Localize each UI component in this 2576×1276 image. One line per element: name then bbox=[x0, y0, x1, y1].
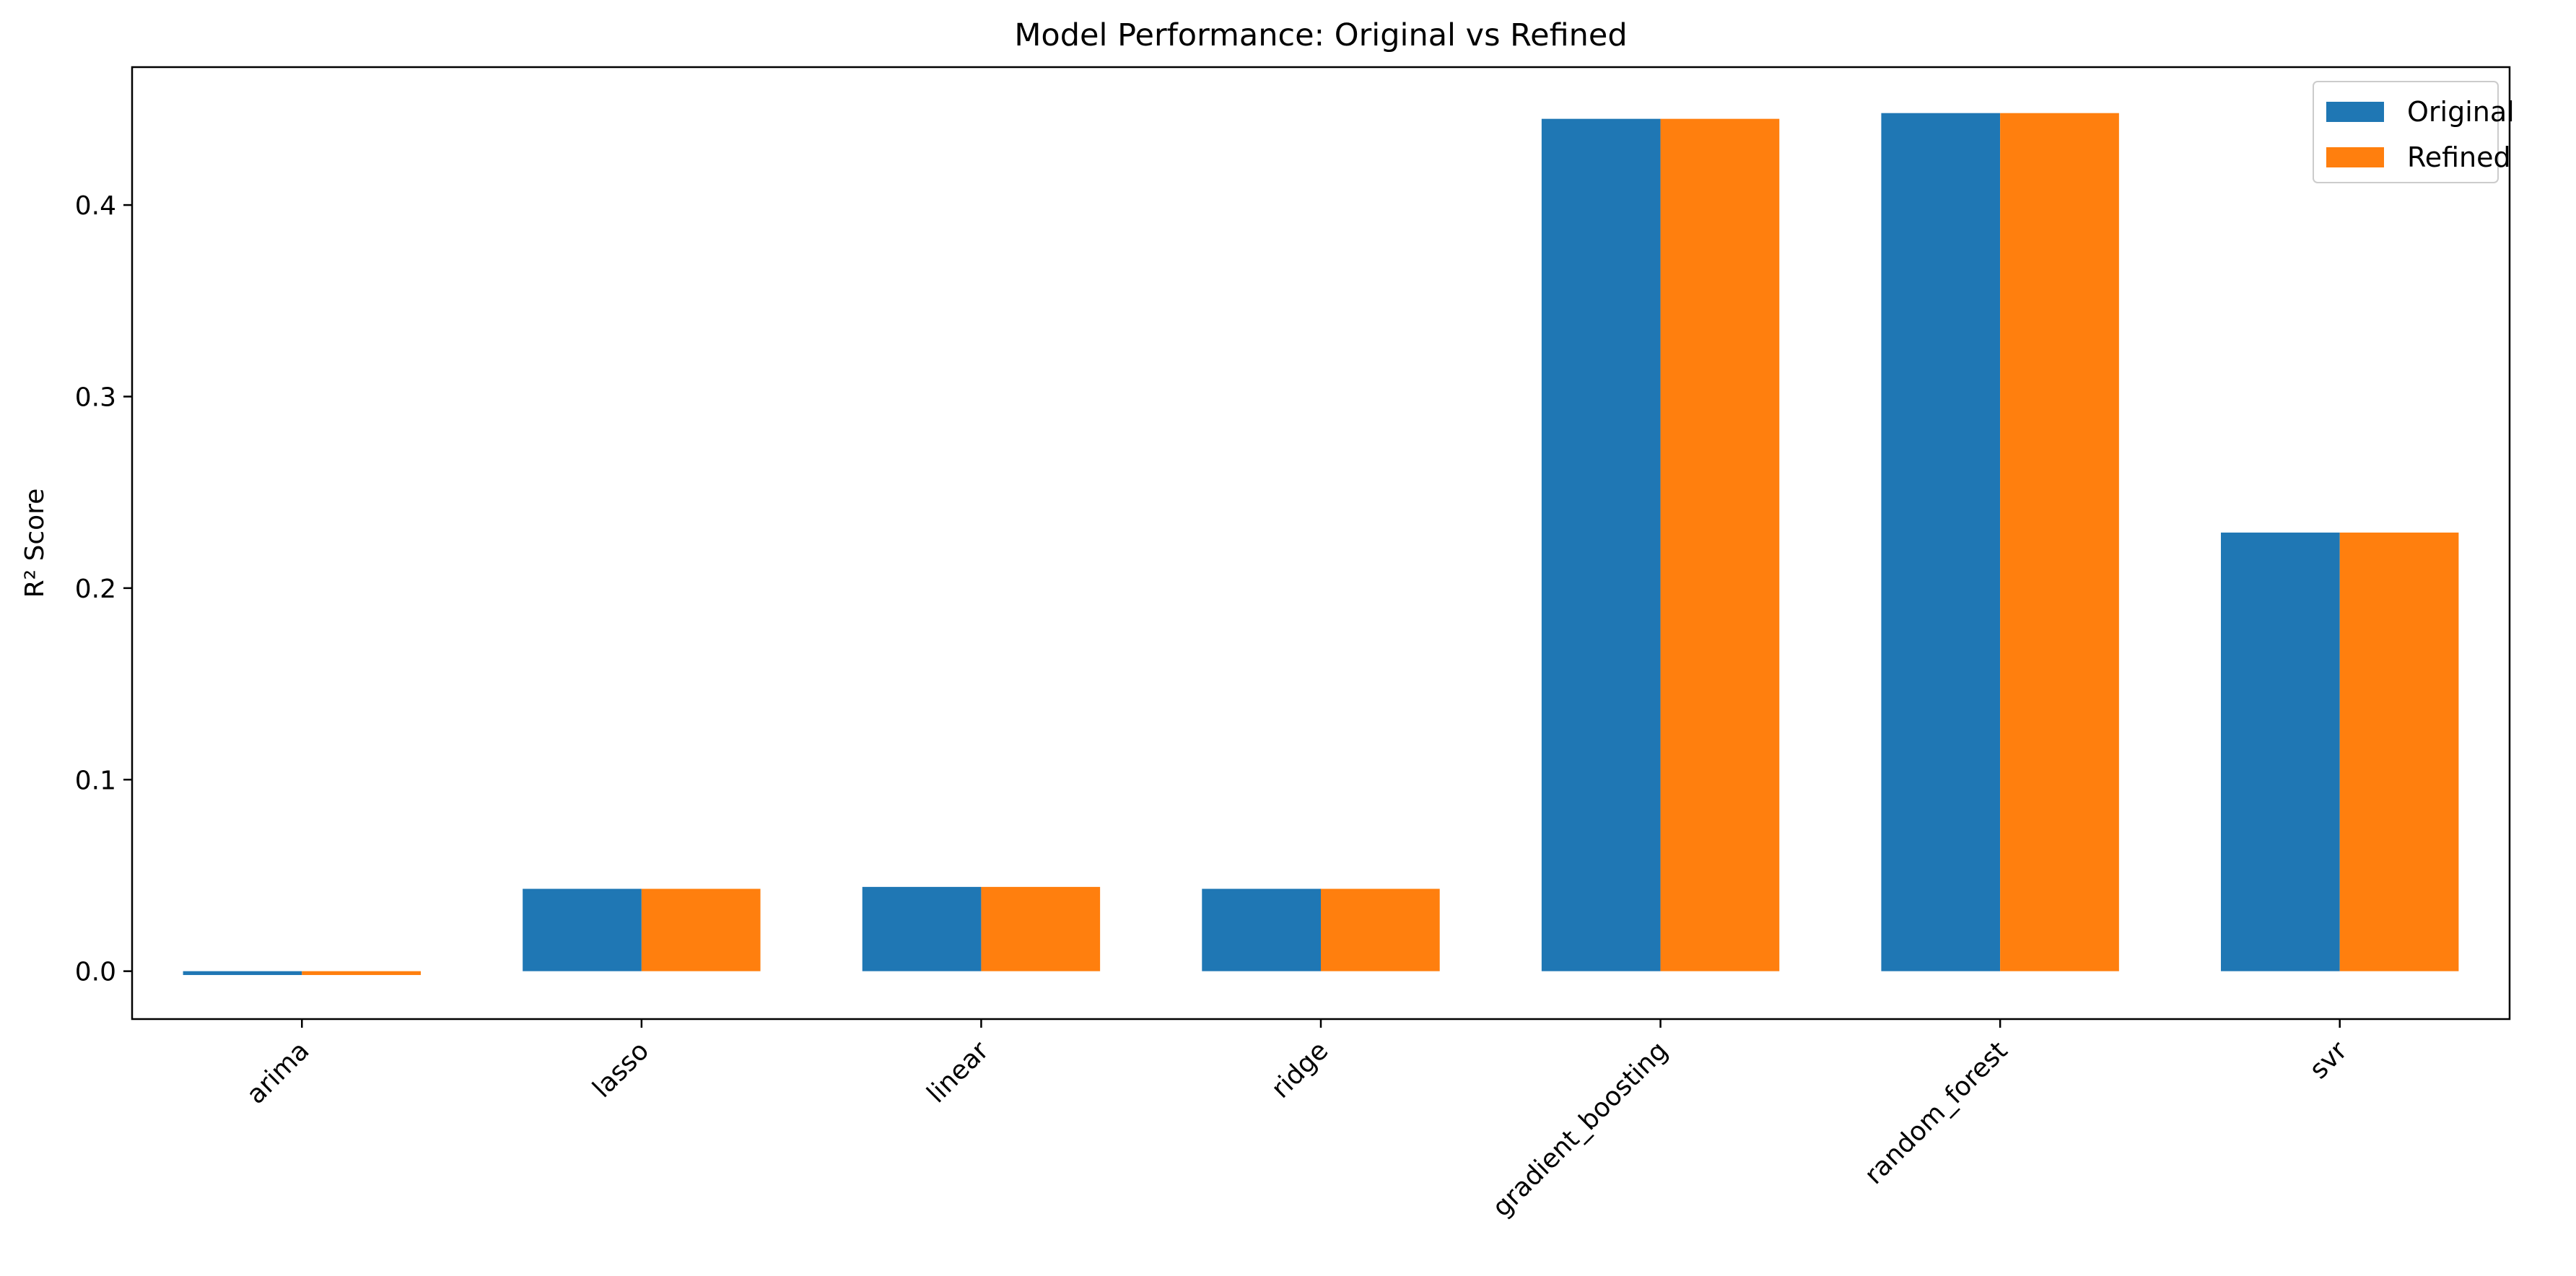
y-axis-ticks: 0.0 0.1 0.2 0.3 0.4 bbox=[75, 191, 132, 987]
y-tick-label: 0.0 bbox=[75, 958, 116, 987]
bar-original-arima bbox=[183, 971, 302, 975]
legend-label-original: Original bbox=[2407, 96, 2515, 128]
bar-original-linear bbox=[862, 886, 982, 971]
x-tick-label: arima bbox=[241, 1036, 315, 1110]
plot-area-frame bbox=[131, 66, 2511, 1021]
bar-refined-arima bbox=[302, 971, 421, 975]
x-tick-label: svr bbox=[2304, 1036, 2353, 1085]
bar-refined-gradient_boosting bbox=[1660, 118, 1780, 971]
bars-group bbox=[183, 113, 2459, 975]
x-tick-label: linear bbox=[922, 1036, 995, 1109]
x-tick-label: gradient_boosting bbox=[1487, 1036, 1674, 1223]
bar-original-gradient_boosting bbox=[1541, 118, 1661, 971]
chart-title: Model Performance: Original vs Refined bbox=[1014, 17, 1627, 53]
y-axis-title: R² Score bbox=[20, 489, 50, 598]
bar-original-lasso bbox=[523, 888, 642, 971]
bar-refined-svr bbox=[2339, 532, 2459, 971]
bar-original-random_forest bbox=[1881, 113, 2001, 971]
legend-swatch-refined bbox=[2326, 147, 2384, 167]
bar-refined-linear bbox=[981, 886, 1101, 971]
bar-refined-lasso bbox=[641, 888, 761, 971]
x-tick-label: random_forest bbox=[1859, 1036, 2014, 1190]
bar-original-ridge bbox=[1202, 888, 1321, 971]
y-tick-label: 0.2 bbox=[75, 574, 116, 604]
y-tick-label: 0.1 bbox=[75, 766, 116, 795]
legend: Original Refined bbox=[2313, 81, 2515, 183]
x-tick-label: lasso bbox=[587, 1036, 655, 1104]
y-tick-label: 0.3 bbox=[75, 383, 116, 412]
legend-label-refined: Refined bbox=[2407, 141, 2511, 173]
legend-swatch-original bbox=[2326, 102, 2384, 122]
bar-refined-random_forest bbox=[2000, 113, 2119, 971]
bar-refined-ridge bbox=[1321, 888, 1440, 971]
x-tick-label: ridge bbox=[1266, 1036, 1335, 1104]
x-axis-ticks: arima lasso linear ridge gradient_boosting ra… bbox=[241, 1019, 2353, 1223]
bar-original-svr bbox=[2221, 532, 2340, 971]
y-tick-label: 0.4 bbox=[75, 191, 116, 221]
